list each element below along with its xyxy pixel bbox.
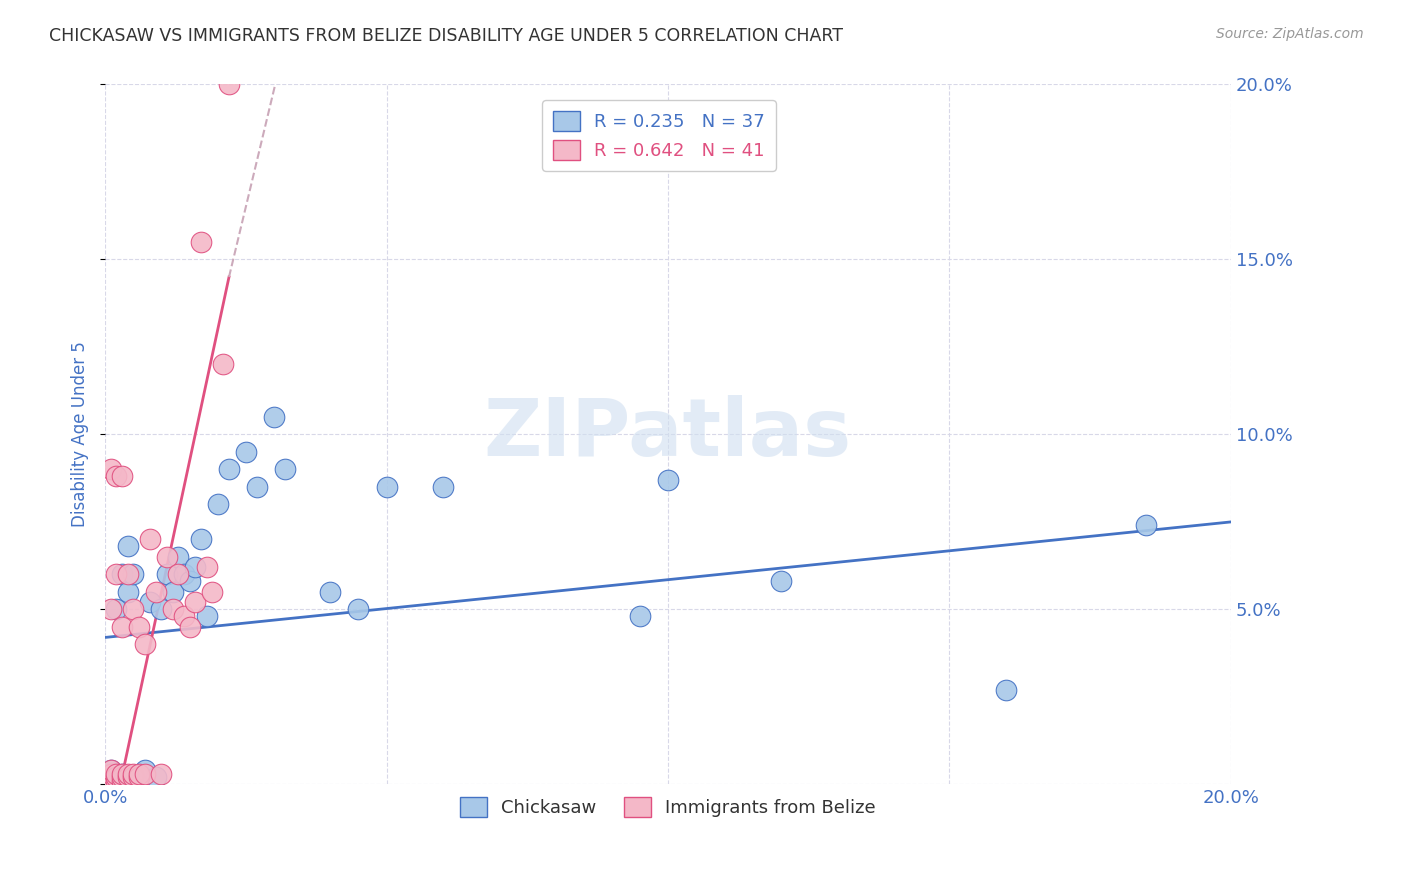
Point: [134, 767, 156, 781]
Point: [162, 585, 184, 599]
Point: [212, 358, 235, 372]
Point: [218, 78, 240, 92]
Text: Source: ZipAtlas.com: Source: ZipAtlas.com: [1216, 27, 1364, 41]
Point: [128, 767, 150, 781]
Point: [105, 771, 128, 785]
Point: [156, 567, 179, 582]
Point: [184, 595, 207, 609]
Point: [105, 767, 128, 781]
Point: [100, 764, 122, 778]
Point: [100, 764, 122, 778]
Point: [179, 574, 201, 589]
Point: [117, 771, 139, 785]
Point: [432, 480, 454, 494]
Point: [111, 773, 134, 788]
Point: [150, 767, 173, 781]
Point: [122, 567, 145, 582]
Point: [111, 767, 134, 781]
Point: [156, 549, 179, 564]
Point: [195, 609, 218, 624]
Point: [100, 462, 122, 476]
Point: [201, 585, 224, 599]
Legend: Chickasaw, Immigrants from Belize: Chickasaw, Immigrants from Belize: [453, 790, 883, 824]
Point: [128, 767, 150, 781]
Point: [218, 462, 240, 476]
Point: [184, 560, 207, 574]
Point: [139, 595, 162, 609]
Point: [122, 771, 145, 785]
Point: [128, 771, 150, 785]
Text: CHICKASAW VS IMMIGRANTS FROM BELIZE DISABILITY AGE UNDER 5 CORRELATION CHART: CHICKASAW VS IMMIGRANTS FROM BELIZE DISA…: [49, 27, 844, 45]
Point: [150, 602, 173, 616]
Point: [105, 602, 128, 616]
Point: [167, 567, 190, 582]
Point: [111, 620, 134, 634]
Point: [274, 462, 297, 476]
Point: [128, 620, 150, 634]
Point: [319, 585, 342, 599]
Point: [190, 533, 212, 547]
Point: [145, 585, 167, 599]
Point: [375, 480, 398, 494]
Point: [657, 473, 679, 487]
Point: [173, 609, 195, 624]
Point: [145, 771, 167, 785]
Text: ZIPatlas: ZIPatlas: [484, 395, 852, 474]
Point: [190, 235, 212, 249]
Point: [105, 567, 128, 582]
Point: [117, 540, 139, 554]
Point: [134, 637, 156, 651]
Point: [122, 602, 145, 616]
Point: [207, 498, 229, 512]
Point: [1135, 518, 1157, 533]
Point: [628, 609, 651, 624]
Point: [263, 409, 285, 424]
Point: [134, 764, 156, 778]
Point: [173, 567, 195, 582]
Point: [162, 602, 184, 616]
Point: [105, 773, 128, 788]
Point: [100, 773, 122, 788]
Point: [100, 767, 122, 781]
Point: [111, 567, 134, 582]
Point: [100, 602, 122, 616]
Point: [100, 771, 122, 785]
Point: [179, 620, 201, 634]
Point: [195, 560, 218, 574]
Point: [122, 771, 145, 785]
Point: [111, 469, 134, 483]
Point: [122, 767, 145, 781]
Point: [769, 574, 792, 589]
Point: [139, 533, 162, 547]
Point: [117, 767, 139, 781]
Y-axis label: Disability Age Under 5: Disability Age Under 5: [72, 342, 89, 527]
Point: [105, 767, 128, 781]
Point: [117, 585, 139, 599]
Point: [111, 771, 134, 785]
Point: [235, 445, 257, 459]
Point: [167, 549, 190, 564]
Point: [111, 767, 134, 781]
Point: [246, 480, 269, 494]
Point: [105, 469, 128, 483]
Point: [117, 567, 139, 582]
Point: [994, 682, 1017, 697]
Point: [347, 602, 370, 616]
